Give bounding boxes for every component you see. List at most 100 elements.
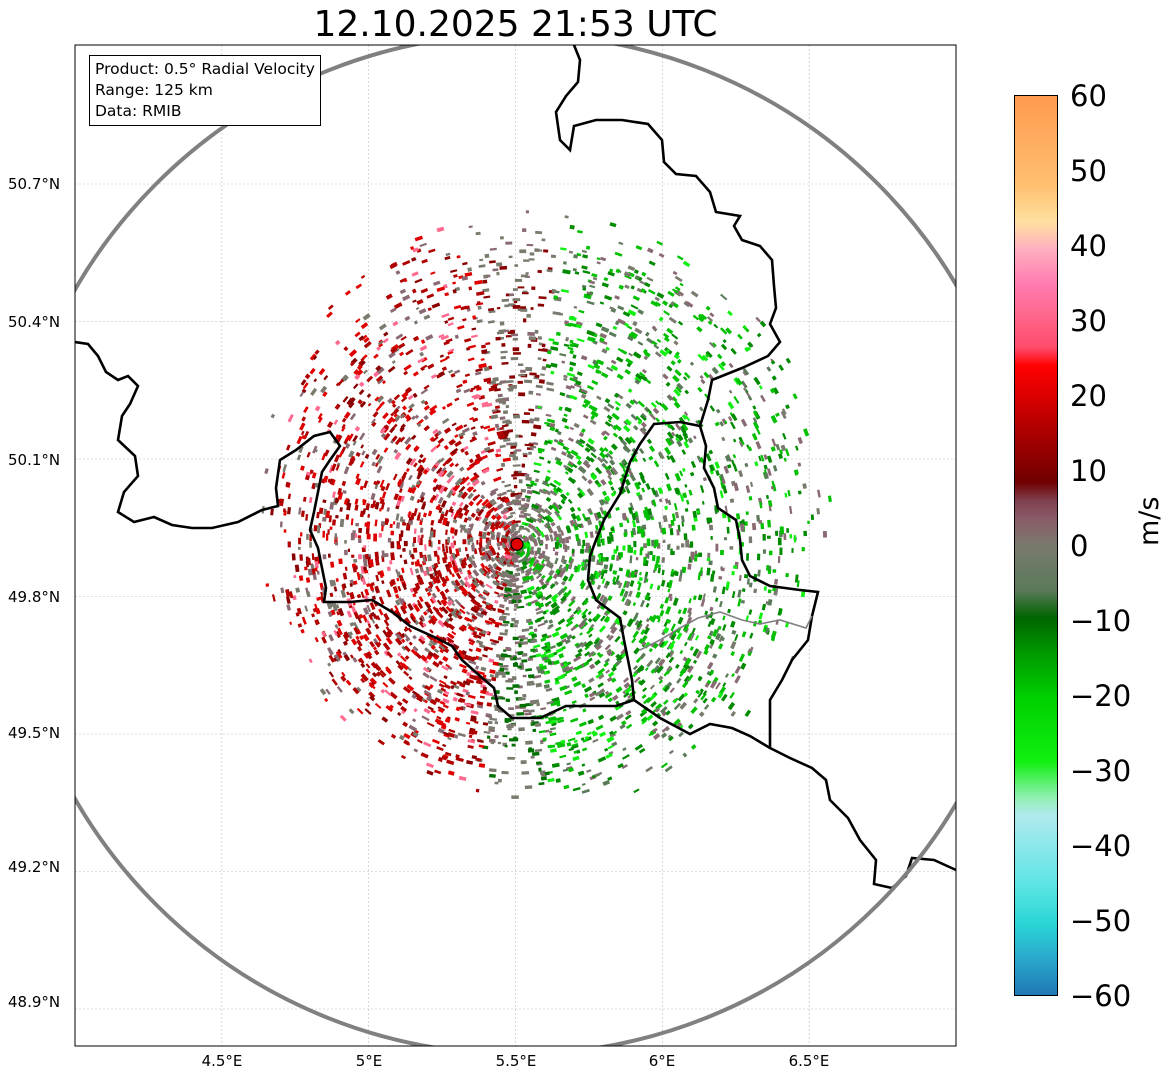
velocity-echo-pixel — [687, 437, 694, 444]
velocity-echo-pixel — [468, 734, 473, 739]
velocity-echo-pixel — [603, 430, 610, 437]
velocity-echo-pixel — [671, 431, 676, 437]
velocity-echo-pixel — [452, 696, 458, 702]
velocity-echo-pixel — [543, 249, 549, 253]
velocity-echo-pixel — [585, 245, 591, 250]
velocity-echo-pixel — [436, 746, 444, 752]
velocity-echo-pixel — [624, 436, 633, 445]
velocity-echo-pixel — [376, 615, 381, 621]
velocity-echo-pixel — [697, 313, 706, 321]
velocity-echo-pixel — [414, 582, 421, 590]
velocity-echo-pixel — [351, 554, 355, 558]
velocity-echo-pixel — [603, 564, 609, 570]
velocity-echo-pixel — [538, 342, 543, 346]
velocity-echo-pixel — [553, 580, 559, 586]
velocity-echo-pixel — [641, 641, 647, 647]
velocity-echo-pixel — [690, 551, 695, 560]
velocity-echo-pixel — [701, 354, 709, 362]
velocity-echo-pixel — [640, 421, 647, 428]
velocity-echo-pixel — [612, 424, 618, 431]
velocity-echo-pixel — [555, 459, 563, 467]
velocity-echo-pixel — [686, 616, 693, 625]
velocity-echo-pixel — [529, 372, 537, 376]
velocity-echo-pixel — [651, 539, 655, 547]
velocity-echo-pixel — [457, 732, 466, 738]
velocity-echo-pixel — [458, 626, 465, 632]
velocity-echo-pixel — [662, 300, 669, 306]
velocity-echo-pixel — [308, 496, 313, 504]
velocity-echo-pixel — [399, 436, 406, 443]
velocity-echo-pixel — [442, 743, 447, 748]
velocity-echo-pixel — [673, 388, 681, 397]
velocity-echo-pixel — [374, 702, 382, 709]
velocity-echo-pixel — [432, 484, 440, 493]
velocity-echo-pixel — [505, 606, 510, 611]
velocity-echo-pixel — [500, 462, 506, 468]
velocity-echo-pixel — [673, 353, 680, 360]
velocity-echo-pixel — [525, 476, 532, 482]
velocity-echo-pixel — [480, 358, 485, 361]
velocity-echo-pixel — [510, 589, 515, 594]
velocity-echo-pixel — [442, 697, 450, 704]
velocity-echo-pixel — [321, 631, 327, 637]
velocity-echo-pixel — [381, 716, 389, 723]
velocity-echo-pixel — [512, 305, 521, 309]
velocity-echo-pixel — [560, 739, 566, 744]
velocity-echo-pixel — [409, 458, 417, 467]
velocity-echo-pixel — [685, 415, 691, 422]
velocity-echo-pixel — [827, 495, 832, 503]
velocity-echo-pixel — [287, 507, 292, 515]
velocity-echo-pixel — [617, 435, 624, 442]
velocity-echo-pixel — [309, 469, 314, 474]
velocity-echo-pixel — [435, 585, 441, 593]
velocity-echo-pixel — [492, 383, 498, 387]
velocity-echo-pixel — [709, 405, 716, 412]
velocity-echo-pixel — [447, 536, 451, 544]
velocity-echo-pixel — [448, 369, 454, 374]
velocity-echo-pixel — [400, 530, 404, 538]
velocity-echo-pixel — [514, 620, 518, 624]
velocity-echo-pixel — [447, 568, 453, 575]
velocity-echo-pixel — [569, 377, 578, 383]
velocity-echo-pixel — [430, 527, 434, 532]
colorbar-tick-label: 40 — [1070, 229, 1107, 263]
velocity-echo-pixel — [565, 620, 574, 628]
velocity-echo-pixel — [720, 293, 728, 301]
velocity-echo-pixel — [334, 624, 339, 629]
velocity-echo-pixel — [337, 487, 343, 495]
velocity-echo-pixel — [610, 626, 618, 635]
velocity-echo-pixel — [673, 702, 681, 711]
velocity-echo-pixel — [317, 525, 321, 534]
velocity-echo-pixel — [414, 568, 420, 574]
colorbar-tick-label: −10 — [1070, 604, 1132, 638]
velocity-echo-pixel — [501, 361, 509, 365]
velocity-echo-pixel — [434, 697, 441, 703]
velocity-echo-pixel — [573, 383, 582, 389]
velocity-echo-pixel — [535, 392, 541, 396]
velocity-echo-pixel — [346, 397, 354, 406]
velocity-echo-pixel — [302, 496, 307, 502]
velocity-echo-pixel — [536, 594, 544, 600]
velocity-echo-pixel — [635, 556, 639, 561]
velocity-echo-pixel — [576, 460, 583, 466]
velocity-echo-pixel — [487, 720, 493, 725]
velocity-echo-pixel — [630, 285, 635, 290]
velocity-echo-pixel — [400, 396, 408, 403]
velocity-echo-pixel — [663, 670, 669, 677]
velocity-echo-pixel — [598, 673, 605, 680]
velocity-echo-pixel — [657, 487, 664, 495]
velocity-echo-pixel — [695, 650, 702, 659]
velocity-echo-pixel — [587, 364, 595, 370]
velocity-echo-pixel — [656, 665, 664, 674]
velocity-echo-pixel — [559, 352, 567, 357]
velocity-echo-pixel — [571, 742, 579, 748]
velocity-echo-pixel — [322, 391, 328, 398]
velocity-echo-pixel — [472, 417, 479, 423]
velocity-echo-pixel — [643, 543, 647, 549]
velocity-echo-pixel — [473, 407, 479, 412]
velocity-echo-pixel — [711, 366, 719, 375]
velocity-echo-pixel — [676, 721, 683, 728]
velocity-echo-pixel — [630, 570, 636, 578]
velocity-echo-pixel — [644, 594, 650, 600]
velocity-echo-pixel — [676, 382, 684, 391]
